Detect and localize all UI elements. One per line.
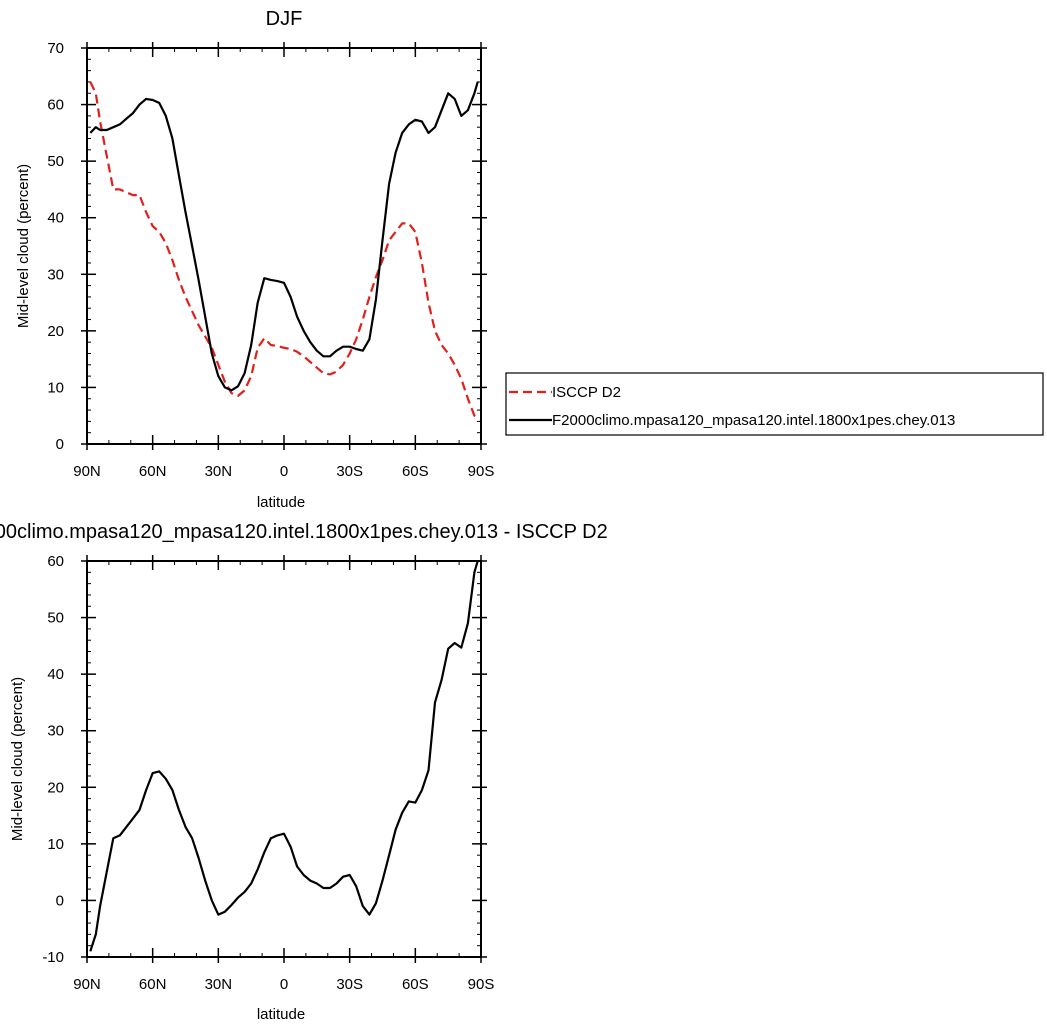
y-tick-label: 70 xyxy=(47,40,64,57)
y-tick-label: 50 xyxy=(47,610,64,627)
series-group xyxy=(89,560,479,952)
x-tick-label: 60N xyxy=(139,463,167,480)
y-tick-label: 0 xyxy=(56,436,64,453)
chart-title: F2000climo.mpasa120_mpasa120.intel.1800x… xyxy=(0,521,608,543)
y-tick-label: 60 xyxy=(47,553,64,570)
chart-1: DJF 90N 60N 30N 0 30S 60S 90S 0 10 20 30 40 50 60 70 lat… xyxy=(15,8,1044,511)
series-line-1 xyxy=(89,81,479,420)
y-tick-label: 20 xyxy=(47,779,64,796)
legend-box xyxy=(505,372,1044,436)
y-tick-label: -10 xyxy=(42,949,64,966)
y-tick-label: 40 xyxy=(47,210,64,227)
series-line-2 xyxy=(89,81,479,392)
x-tick-label: 90S xyxy=(468,463,495,480)
legend-label-2: F2000climo.mpasa120_mpasa120.intel.1800x… xyxy=(552,412,955,429)
x-tick-label: 30S xyxy=(336,976,363,993)
x-tick-label: 30N xyxy=(205,463,233,480)
x-tick-label: 30N xyxy=(205,976,233,993)
chart-2: F2000climo.mpasa120_mpasa120.intel.1800x… xyxy=(0,521,608,1023)
y-tick-label: 0 xyxy=(56,892,64,909)
x-tick-label: 30S xyxy=(336,463,363,480)
x-tick-label: 0 xyxy=(280,976,288,993)
y-tick-label: 10 xyxy=(47,836,64,853)
x-tick-label: 0 xyxy=(280,463,288,480)
series-group xyxy=(89,81,479,420)
x-tick-label: 90N xyxy=(73,463,101,480)
y-axis-label: Mid-level cloud (percent) xyxy=(15,164,32,328)
y-tick-label: 20 xyxy=(47,323,64,340)
plot-frame xyxy=(86,560,482,958)
x-tick-label: 60S xyxy=(402,976,429,993)
x-tick-label: 90N xyxy=(73,976,101,993)
x-tick-label: 60S xyxy=(402,463,429,480)
y-tick-label: 30 xyxy=(47,266,64,283)
y-axis-label: Mid-level cloud (percent) xyxy=(9,677,26,841)
series-line-1 xyxy=(89,560,479,952)
plot-frame xyxy=(86,47,482,445)
legend-label-1: ISCCP D2 xyxy=(552,384,621,401)
legend: ISCCP D2 F2000climo.mpasa120_mpasa120.int… xyxy=(505,372,1044,436)
x-axis-label: latitude xyxy=(257,494,305,511)
chart-title: DJF xyxy=(266,8,303,30)
x-tick-label: 60N xyxy=(139,976,167,993)
y-tick-label: 30 xyxy=(47,723,64,740)
x-axis-label: latitude xyxy=(257,1006,305,1023)
y-tick-label: 50 xyxy=(47,153,64,170)
y-tick-label: 10 xyxy=(47,379,64,396)
y-tick-label: 40 xyxy=(47,666,64,683)
x-tick-label: 90S xyxy=(468,976,495,993)
y-tick-label: 60 xyxy=(47,97,64,114)
